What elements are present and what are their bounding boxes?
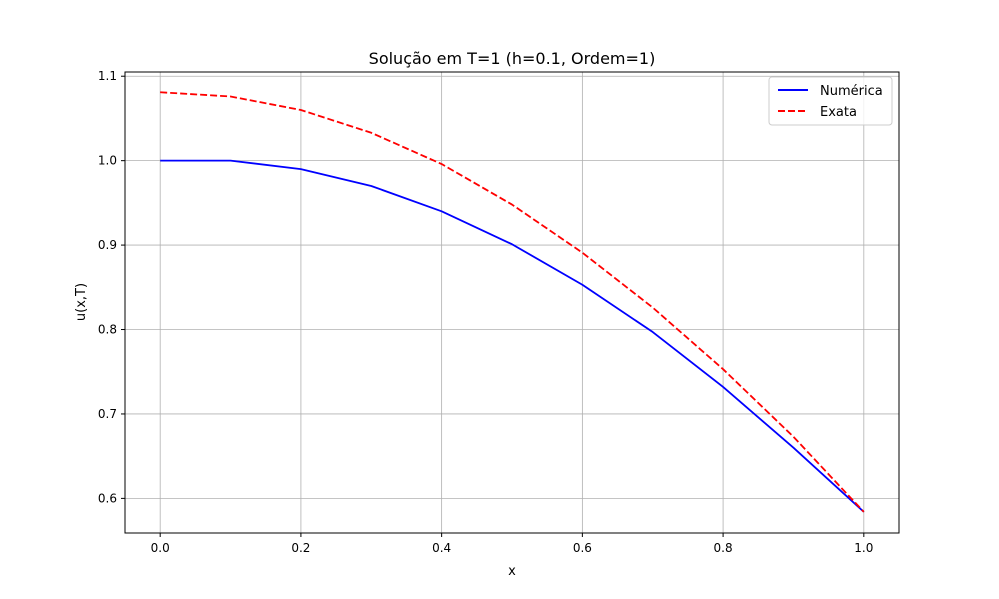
- y-tick-label: 1.0: [98, 154, 117, 168]
- x-tick-label: 0.6: [573, 541, 592, 555]
- chart-title: Solução em T=1 (h=0.1, Ordem=1): [369, 49, 656, 68]
- y-tick-label: 0.6: [98, 491, 117, 505]
- y-tick-label: 1.1: [98, 69, 117, 83]
- y-tick-label: 0.8: [98, 323, 117, 337]
- x-tick-label: 0.8: [714, 541, 733, 555]
- x-tick-label: 0.0: [151, 541, 170, 555]
- axis-ticks: 0.0 0.2 0.4 0.6 0.8 1.0 0.6 0.7 0.8 0.9 1.0 1.1: [98, 69, 873, 555]
- legend: Numérica Exata: [768, 76, 893, 126]
- legend-label-exata: Exata: [820, 105, 857, 120]
- y-tick-label: 0.9: [98, 238, 117, 252]
- x-tick-label: 1.0: [854, 541, 873, 555]
- series-line-1: [160, 91, 865, 513]
- legend-label-numerica: Numérica: [820, 84, 883, 99]
- x-axis-label: x: [508, 564, 516, 579]
- series-line-0: [160, 159, 865, 513]
- x-tick-label: 0.2: [291, 541, 310, 555]
- y-axis-label: u(x,T): [74, 283, 89, 321]
- y-tick-label: 0.7: [98, 407, 117, 421]
- x-tick-label: 0.4: [432, 541, 451, 555]
- series-lines: [160, 91, 865, 513]
- plot-frame: [124, 71, 900, 534]
